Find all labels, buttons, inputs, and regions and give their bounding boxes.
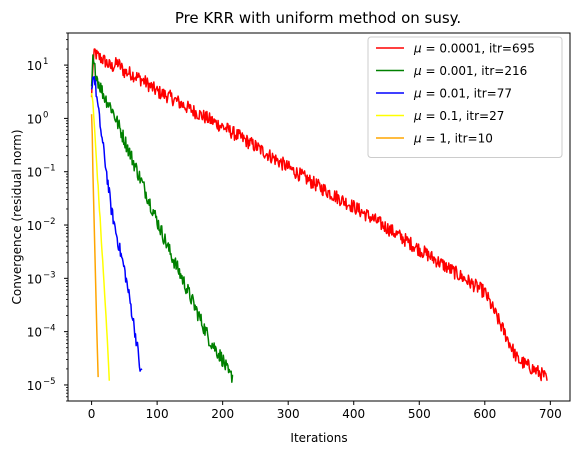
y-tick-exponent: −3 (43, 270, 56, 280)
y-tick-exponent: 1 (43, 57, 48, 67)
series-layer (90, 48, 548, 383)
x-axis-label: Iterations (290, 431, 347, 445)
plot-frame (67, 32, 571, 402)
x-tick-label: 300 (277, 407, 300, 421)
series-line-0 (90, 48, 548, 382)
y-tick-exponent: −1 (43, 164, 56, 174)
x-tick-label: 100 (146, 407, 169, 421)
x-tick-label: 700 (539, 407, 562, 421)
legend-label: μ = 1, itr=10 (413, 132, 493, 146)
y-tick-label: 10 (27, 326, 42, 340)
x-tick-label: 500 (408, 407, 431, 421)
x-tick-label: 400 (342, 407, 365, 421)
chart-title: Pre KRR with uniform method on susy. (175, 9, 461, 27)
y-tick-exponent: −5 (43, 377, 56, 387)
legend-label: μ = 0.01, itr=77 (413, 87, 512, 101)
y-tick-exponent: 0 (43, 110, 48, 120)
x-axis-ticks: 0 100 200 300 400 500 600 700 (88, 401, 562, 421)
y-tick-label: 10 (27, 112, 42, 126)
y-tick-label: 10 (27, 219, 42, 233)
y-tick-label: 10 (27, 59, 42, 73)
x-tick-label: 200 (211, 407, 234, 421)
series-line-4 (90, 114, 99, 378)
series-line-3 (90, 92, 111, 381)
legend: μ = 0.0001, itr=695 μ = 0.001, itr=216 μ =… (367, 36, 563, 158)
y-axis-label: Convergence (residual norm) (10, 129, 24, 304)
series-line-2 (90, 76, 143, 372)
legend-label: μ = 0.1, itr=27 (413, 109, 504, 123)
x-tick-label: 0 (88, 407, 96, 421)
legend-label: μ = 0.0001, itr=695 (413, 42, 535, 56)
y-tick-label: 10 (27, 379, 42, 393)
legend-label: μ = 0.001, itr=216 (413, 64, 527, 78)
y-tick-label: 10 (27, 272, 42, 286)
y-tick-exponent: −4 (43, 324, 56, 334)
y-tick-label: 10 (27, 166, 42, 180)
series-line-1 (90, 54, 234, 383)
x-tick-label: 600 (473, 407, 496, 421)
y-tick-exponent: −2 (43, 217, 56, 227)
legend-frame (367, 36, 563, 158)
